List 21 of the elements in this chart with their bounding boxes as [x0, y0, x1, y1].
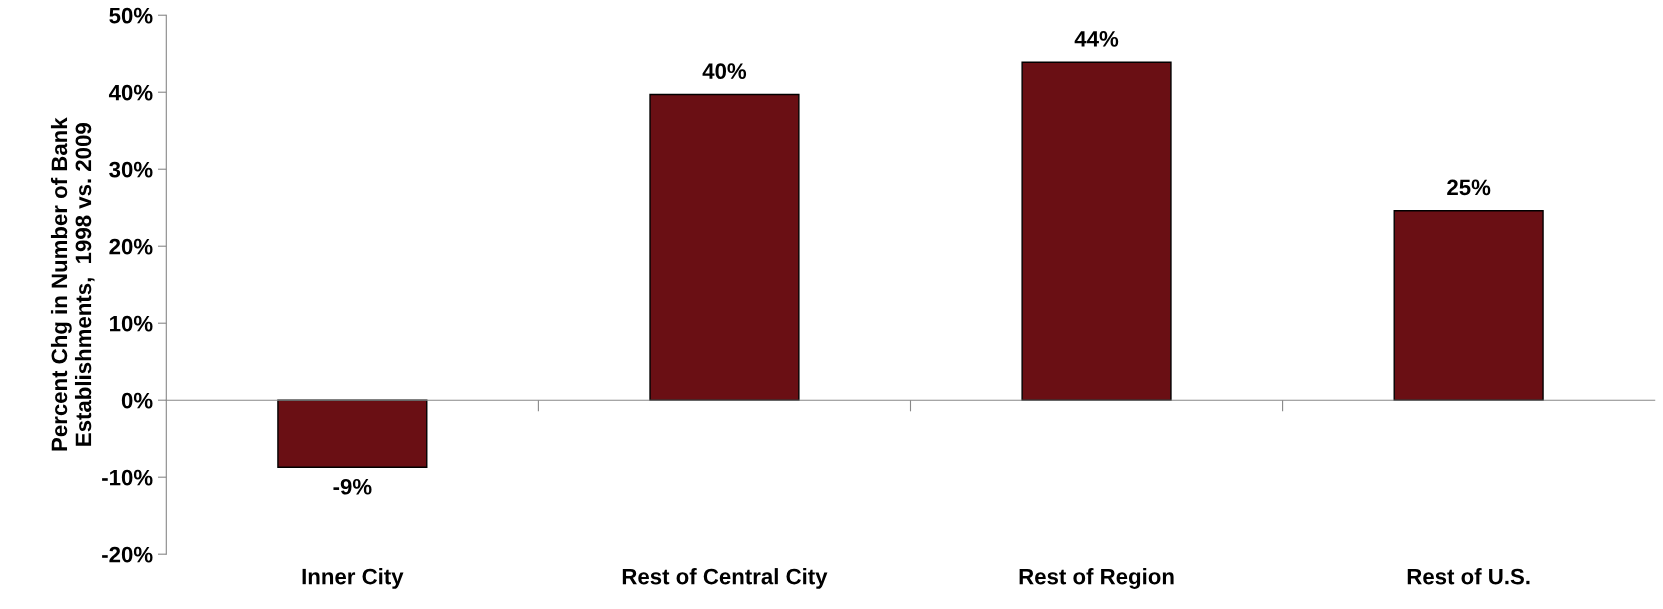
y-axis-title: Percent Chg in Number of Bank Establishments, 1998 vs. 2009 — [50, 117, 95, 451]
x-tick-label: Rest of U.S. — [1407, 568, 1530, 585]
y-tick-label: 0% — [121, 392, 153, 409]
y-tick-label: 30% — [109, 161, 153, 178]
y-tick-label: -10% — [102, 469, 153, 486]
y-tick-label: -20% — [102, 546, 153, 563]
bar — [277, 399, 428, 468]
y-tick-label: 50% — [109, 7, 153, 24]
data-label: 25% — [1447, 179, 1491, 196]
x-tick-label: Rest of Region — [1019, 568, 1174, 589]
bar — [649, 93, 800, 401]
data-label: 40% — [702, 63, 747, 80]
data-label: -9% — [333, 478, 372, 495]
y-tick-label: 20% — [109, 238, 153, 255]
y-tick-label: 40% — [108, 84, 153, 101]
y-tick-label: 10% — [110, 315, 153, 332]
data-label: 44% — [1074, 31, 1119, 47]
bar — [1021, 61, 1172, 401]
x-tick-label: Inner City — [302, 568, 404, 589]
x-tick-label: Rest of Central City — [622, 568, 828, 589]
bar — [1393, 210, 1544, 401]
